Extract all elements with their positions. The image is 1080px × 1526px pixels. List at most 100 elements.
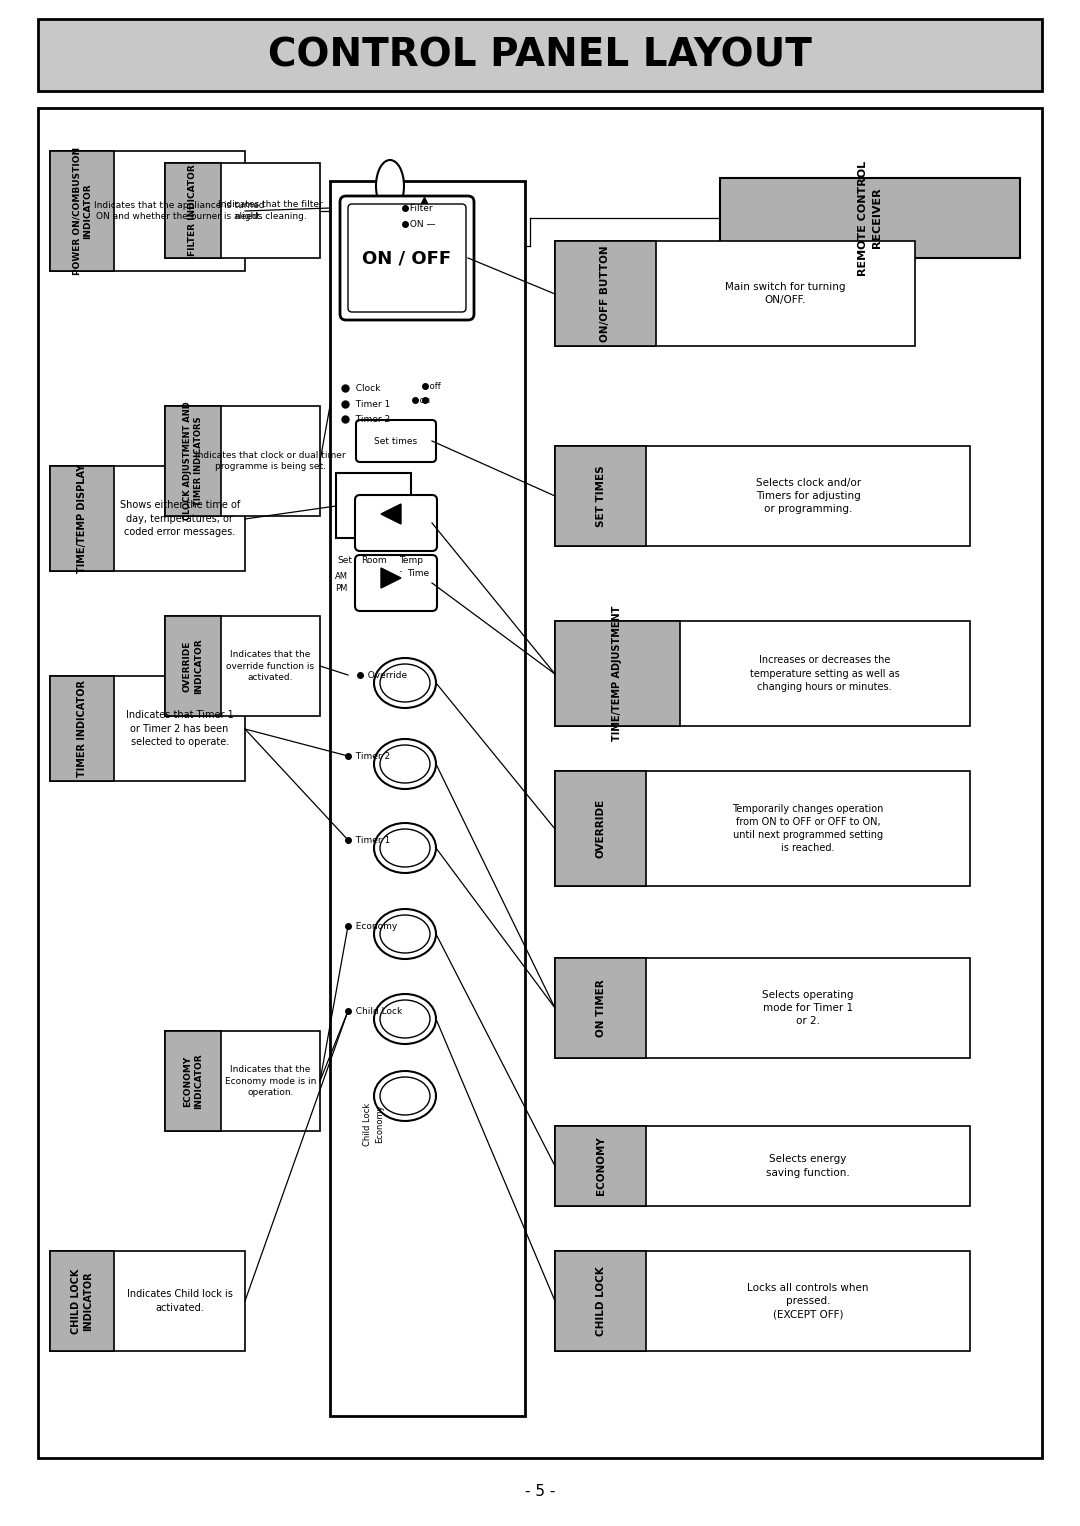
- Text: Main switch for turning
ON/OFF.: Main switch for turning ON/OFF.: [725, 282, 846, 305]
- FancyBboxPatch shape: [720, 179, 1020, 258]
- FancyBboxPatch shape: [165, 1032, 320, 1131]
- Text: ON —: ON —: [407, 220, 435, 229]
- Ellipse shape: [374, 658, 436, 708]
- FancyBboxPatch shape: [356, 420, 436, 462]
- Text: Economy: Economy: [350, 922, 397, 931]
- FancyBboxPatch shape: [38, 18, 1042, 92]
- Text: AM: AM: [335, 572, 348, 580]
- FancyBboxPatch shape: [555, 1126, 970, 1206]
- Text: Indicates that Timer 1
or Timer 2 has been
selected to operate.: Indicates that Timer 1 or Timer 2 has be…: [125, 710, 233, 746]
- Text: Set: Set: [337, 555, 352, 565]
- Ellipse shape: [380, 1077, 430, 1116]
- Text: ·: ·: [353, 554, 357, 566]
- Text: ON / OFF: ON / OFF: [363, 249, 451, 267]
- Text: Indicates that the filter
needs cleaning.: Indicates that the filter needs cleaning…: [218, 200, 323, 221]
- Ellipse shape: [376, 160, 404, 212]
- Text: Child Lock: Child Lock: [350, 1007, 402, 1015]
- Text: off: off: [427, 382, 441, 391]
- Text: Indicates that the
override function is
activated.: Indicates that the override function is …: [227, 650, 314, 682]
- FancyBboxPatch shape: [555, 1251, 646, 1351]
- Text: Clock: Clock: [350, 383, 380, 392]
- Text: Filter: Filter: [407, 203, 433, 212]
- FancyBboxPatch shape: [355, 494, 437, 551]
- Text: FILTER INDICATOR: FILTER INDICATOR: [188, 165, 198, 256]
- Text: Temp: Temp: [399, 555, 423, 565]
- Text: REMOTE CONTROL
RECEIVER: REMOTE CONTROL RECEIVER: [859, 160, 881, 276]
- FancyBboxPatch shape: [555, 1251, 970, 1351]
- Text: TIMER INDICATOR: TIMER INDICATOR: [77, 681, 87, 777]
- Text: Child Lock: Child Lock: [364, 1102, 373, 1146]
- Text: Locks all controls when
pressed.
(EXCEPT OFF): Locks all controls when pressed. (EXCEPT…: [747, 1283, 869, 1318]
- Text: Indicates Child lock is
activated.: Indicates Child lock is activated.: [126, 1289, 232, 1312]
- FancyBboxPatch shape: [555, 958, 646, 1058]
- Ellipse shape: [380, 916, 430, 954]
- FancyBboxPatch shape: [555, 241, 915, 346]
- FancyBboxPatch shape: [50, 1251, 245, 1351]
- FancyBboxPatch shape: [355, 555, 437, 610]
- Text: ON/OFF BUTTON: ON/OFF BUTTON: [600, 246, 610, 342]
- Text: ON TIMER: ON TIMER: [596, 980, 606, 1036]
- Text: SET TIMES: SET TIMES: [596, 465, 606, 526]
- Text: POWER ON/COMBUSTION
INDICATOR: POWER ON/COMBUSTION INDICATOR: [72, 146, 92, 275]
- Text: CONTROL PANEL LAYOUT: CONTROL PANEL LAYOUT: [268, 37, 812, 73]
- Text: Economy: Economy: [376, 1105, 384, 1143]
- Text: CHILD LOCK: CHILD LOCK: [596, 1267, 606, 1335]
- Text: TIME/TEMP ADJUSTMENT: TIME/TEMP ADJUSTMENT: [612, 606, 622, 742]
- Text: Timer 1: Timer 1: [350, 836, 390, 844]
- FancyBboxPatch shape: [555, 446, 970, 546]
- Text: Indicates that clock or dual timer
programme is being set.: Indicates that clock or dual timer progr…: [195, 450, 346, 472]
- Text: Room: Room: [361, 555, 387, 565]
- Polygon shape: [381, 504, 401, 523]
- Ellipse shape: [374, 823, 436, 873]
- FancyBboxPatch shape: [555, 1126, 646, 1206]
- Text: Timer 2: Timer 2: [350, 751, 390, 760]
- FancyBboxPatch shape: [50, 465, 114, 571]
- Text: Selects operating
mode for Timer 1
or 2.: Selects operating mode for Timer 1 or 2.: [762, 990, 854, 1025]
- Ellipse shape: [380, 829, 430, 867]
- Text: ECONOMY
INDICATOR: ECONOMY INDICATOR: [183, 1053, 203, 1109]
- FancyBboxPatch shape: [555, 446, 646, 546]
- Ellipse shape: [374, 993, 436, 1044]
- Text: Indicates that the appliance is turned
ON and whether the burner is alight.: Indicates that the appliance is turned O…: [94, 200, 265, 221]
- FancyBboxPatch shape: [50, 676, 114, 781]
- FancyBboxPatch shape: [50, 1251, 114, 1351]
- Ellipse shape: [374, 739, 436, 789]
- FancyBboxPatch shape: [555, 771, 970, 887]
- Ellipse shape: [374, 1071, 436, 1122]
- Text: CLOCK ADJUSTMENT AND
TIMER INDICATORS: CLOCK ADJUSTMENT AND TIMER INDICATORS: [183, 401, 203, 520]
- FancyBboxPatch shape: [555, 621, 679, 726]
- FancyBboxPatch shape: [50, 151, 114, 272]
- Text: Set times: Set times: [375, 436, 418, 446]
- Text: ECONOMY: ECONOMY: [596, 1137, 606, 1195]
- Polygon shape: [381, 568, 401, 588]
- Text: TIME/TEMP DISPLAY: TIME/TEMP DISPLAY: [77, 464, 87, 574]
- FancyBboxPatch shape: [50, 676, 245, 781]
- Text: ·: ·: [399, 566, 403, 580]
- Text: Increases or decreases the
temperature setting as well as
changing hours or minu: Increases or decreases the temperature s…: [750, 655, 900, 691]
- FancyBboxPatch shape: [50, 465, 245, 571]
- Text: Timer 1: Timer 1: [350, 400, 390, 409]
- FancyBboxPatch shape: [348, 204, 465, 311]
- FancyBboxPatch shape: [336, 473, 411, 539]
- Text: Selects clock and/or
Timers for adjusting
or programming.: Selects clock and/or Timers for adjustin…: [756, 478, 861, 514]
- Ellipse shape: [380, 664, 430, 702]
- Text: OVERRIDE: OVERRIDE: [596, 800, 606, 858]
- Text: Timer 2: Timer 2: [350, 415, 390, 424]
- Text: Time: Time: [407, 569, 429, 577]
- Text: Indicates that the
Economy mode is in
operation.: Indicates that the Economy mode is in op…: [225, 1065, 316, 1097]
- FancyBboxPatch shape: [165, 1032, 220, 1131]
- FancyBboxPatch shape: [38, 108, 1042, 1457]
- FancyBboxPatch shape: [165, 617, 320, 716]
- FancyBboxPatch shape: [165, 163, 220, 258]
- FancyBboxPatch shape: [330, 182, 525, 1416]
- FancyBboxPatch shape: [165, 163, 320, 258]
- FancyBboxPatch shape: [165, 406, 220, 516]
- Text: Temporarily changes operation
from ON to OFF or OFF to ON,
until next programmed: Temporarily changes operation from ON to…: [732, 804, 883, 853]
- FancyBboxPatch shape: [555, 771, 646, 887]
- Text: Shows either the time of
day, temperatures, or
coded error messages.: Shows either the time of day, temperatur…: [120, 501, 240, 537]
- Text: OVERRIDE
INDICATOR: OVERRIDE INDICATOR: [183, 638, 203, 694]
- Text: Selects energy
saving function.: Selects energy saving function.: [767, 1154, 850, 1178]
- FancyBboxPatch shape: [340, 195, 474, 320]
- Ellipse shape: [380, 745, 430, 783]
- Text: PM: PM: [335, 583, 348, 592]
